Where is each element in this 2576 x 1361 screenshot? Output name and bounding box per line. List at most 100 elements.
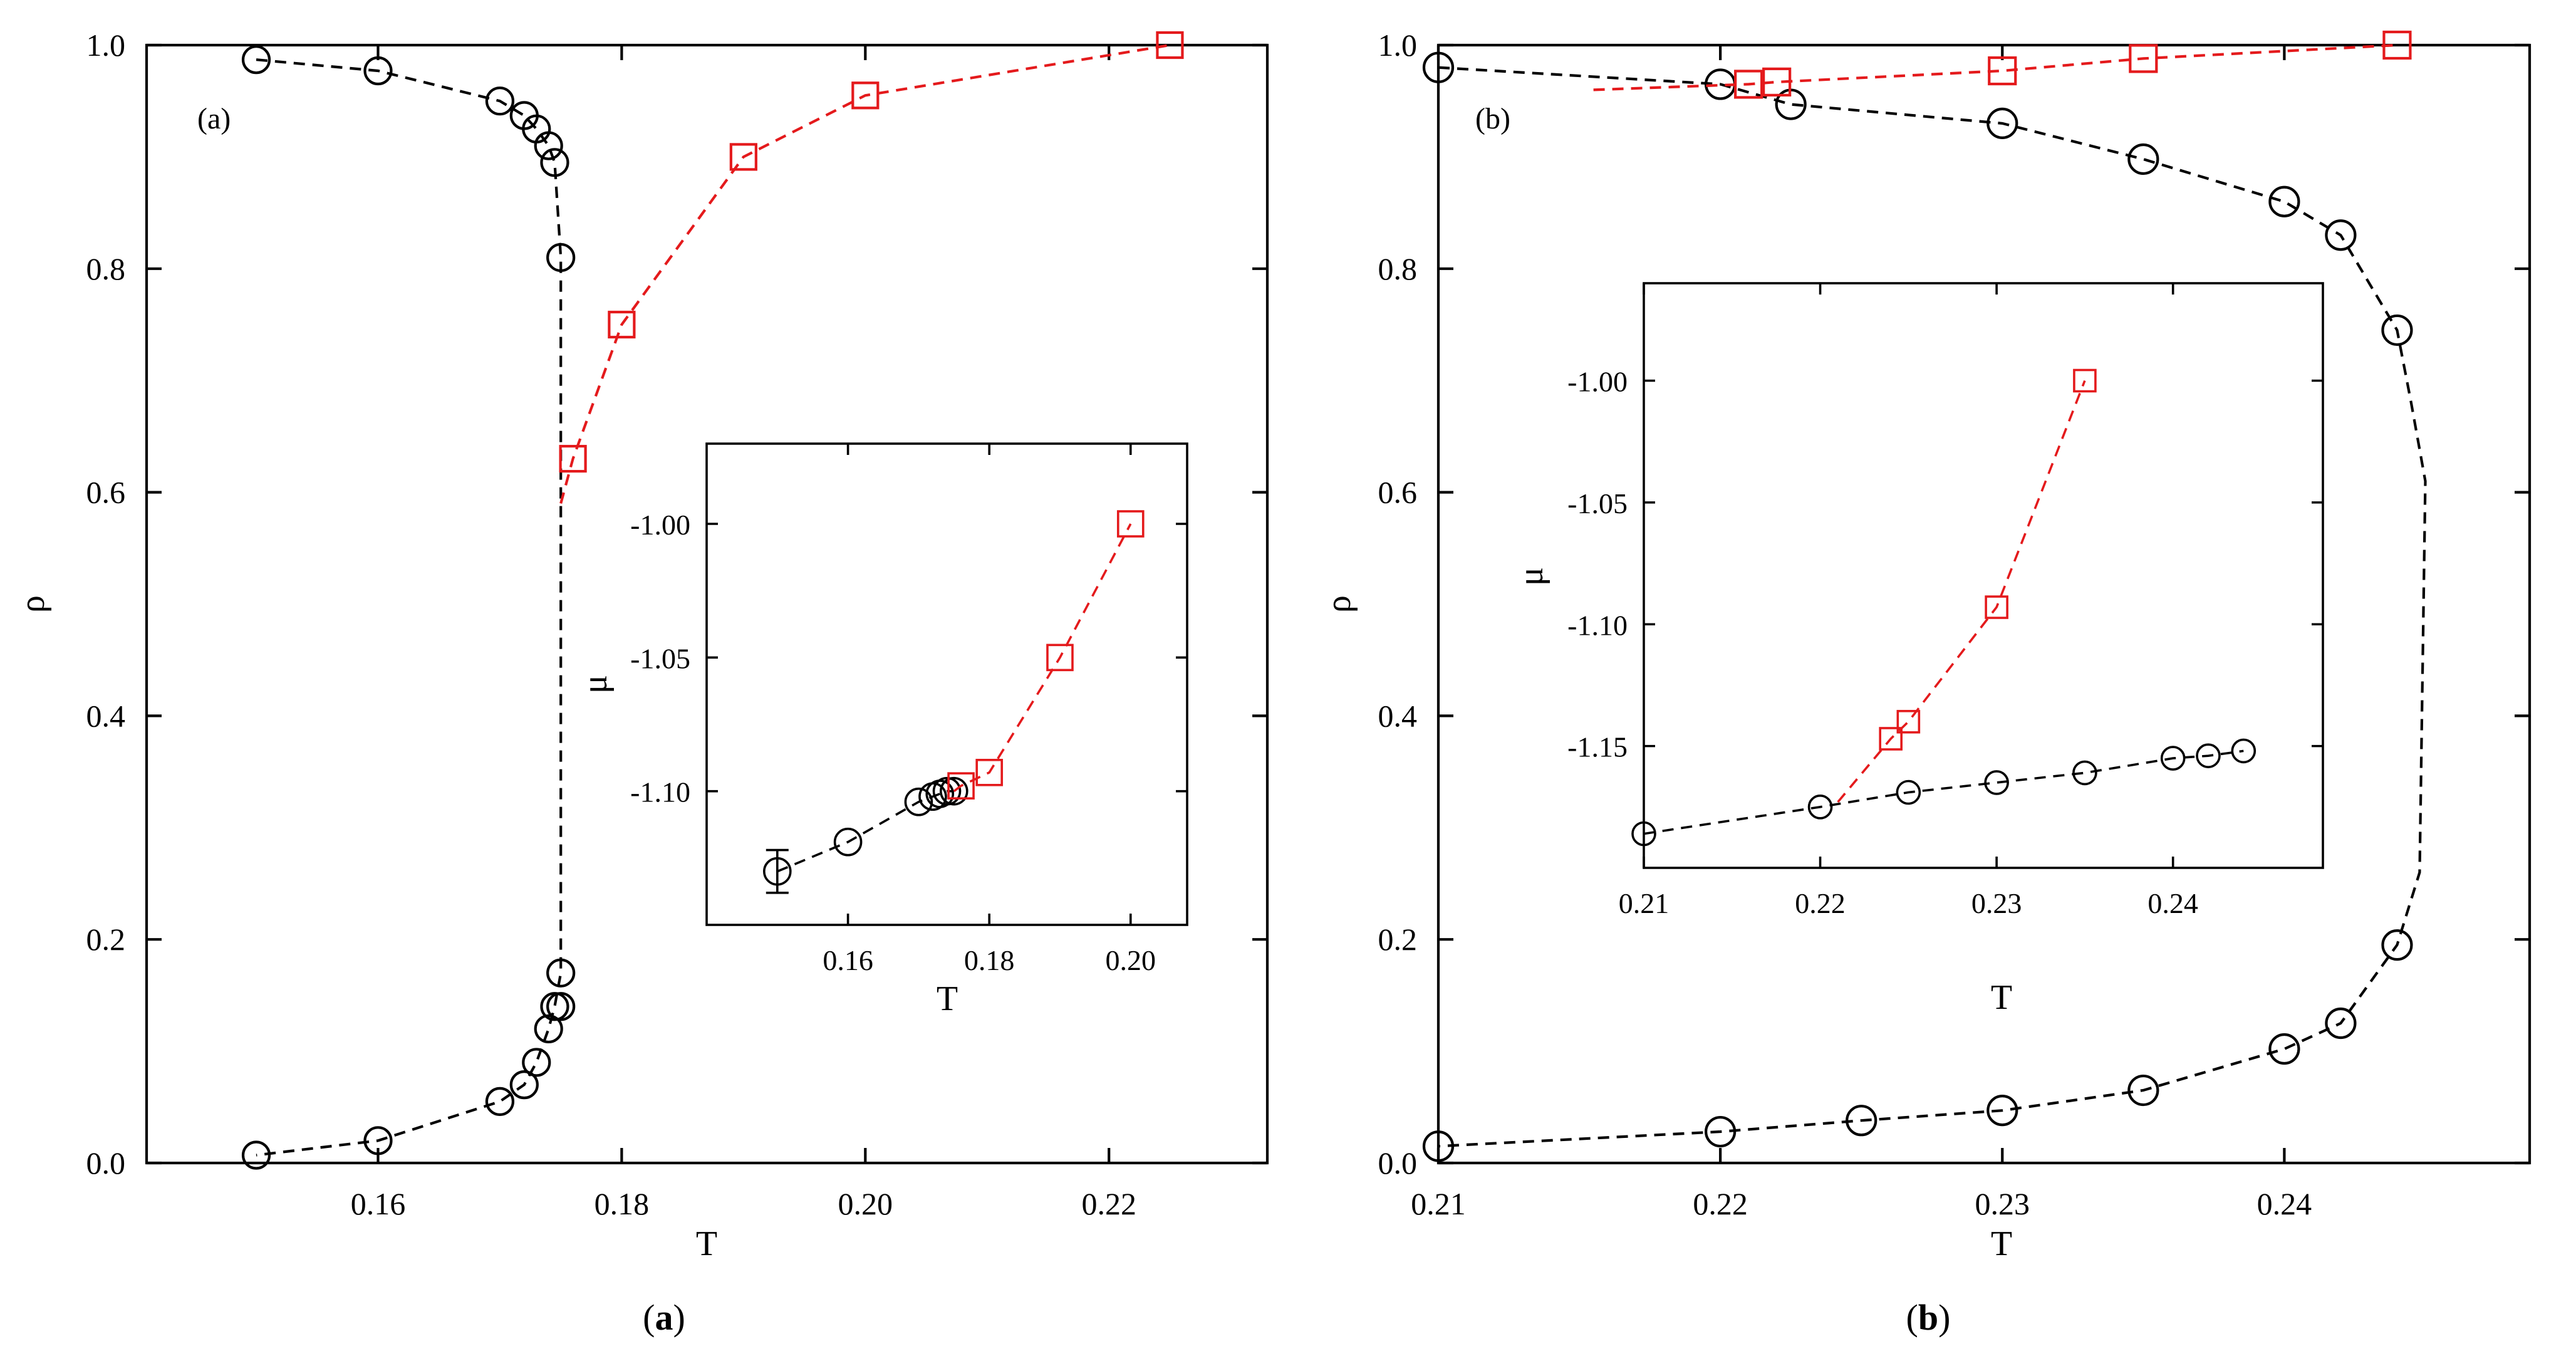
data-point-circle-b-inset [2072,760,2097,786]
y-tick-label-b-main: 0.6 [1378,475,1418,510]
data-point-circle-a-main [485,1087,515,1116]
x-tick-label-b-inset: 0.24 [2148,887,2198,919]
data-point-circle-b-main [1846,1105,1877,1137]
data-point-square-b-main [1734,70,1763,99]
data-point-circle-b-main [1705,1115,1737,1148]
y-axis-label-a-main: ρ [13,595,52,613]
x-tick-label-a-inset: 0.16 [823,944,873,976]
data-point-circle-a-main [509,1070,539,1100]
x-axis-label-a-main: T [696,1224,717,1263]
data-point-circle-b-main [2325,1007,2357,1040]
x-tick-label-a-main: 0.16 [351,1186,406,1221]
data-point-square-a-main [851,81,880,110]
plot-frame-a-inset [705,442,1188,926]
y-tick-label-b-main: 0.4 [1378,698,1418,733]
panel-tag-a-main: (a) [197,102,231,135]
y-axis-label-b-inset: μ [1512,567,1550,586]
data-point-circle-a-main [241,45,271,75]
y-tick-label-a-inset: -1.00 [630,509,690,541]
x-tick-label-a-inset: 0.20 [1106,944,1156,976]
data-point-circle-b-inset [1984,770,2009,795]
caption-a: (a) [643,1297,685,1338]
x-axis-label-b-main: T [1991,1224,2012,1263]
data-point-circle-b-main [2268,185,2300,217]
data-point-square-a-inset [1116,510,1145,538]
caption-b-close: ) [1938,1297,1950,1338]
x-tick-label-b-inset: 0.23 [1971,887,2022,919]
data-point-circle-b-main [2381,929,2413,961]
svg-text:(b): (b) [1906,1297,1951,1338]
data-point-circle-a-inset [939,776,969,806]
data-point-circle-a-main [522,1048,551,1077]
data-point-square-b-inset [1896,709,1921,734]
x-tick-label-b-inset: 0.22 [1795,887,1846,919]
data-point-circle-a-main [546,242,576,273]
series-line-squares-a-inset [953,523,1132,793]
data-point-circle-a-main [363,1126,393,1155]
x-tick-label-a-inset: 0.18 [964,944,1015,976]
data-point-circle-a-main [540,992,569,1021]
data-point-circle-b-main [1987,107,2018,139]
caption-a-letter: a [655,1297,673,1338]
chart-a-inset: 0.16 0.18 0.20 -1.10 -1.05 -1.00 Tμ [576,442,1188,1018]
svg-text:(a): (a) [643,1297,685,1338]
data-point-circle-b-main [2325,219,2357,251]
y-tick-label-a-main: 0.6 [86,475,126,510]
x-tick-label-b-inset: 0.21 [1619,887,1670,919]
charts-layer: 0.16 0.18 0.20 0.22 0.0 0.2 0.4 0.6 0.8 1.0 Tρ (a) 0… [13,28,2532,1263]
data-point-square-b-inset [1879,727,1903,751]
caption-a-open: ( [643,1297,655,1338]
data-point-circle-a-main [546,992,576,1021]
x-axis-label-b-inset: T [1991,978,2012,1017]
y-tick-label-b-inset: -1.05 [1567,488,1628,519]
y-axis-label-b-main: ρ [1319,595,1358,613]
data-point-circle-b-main [1422,51,1455,83]
data-point-square-b-inset [2073,368,2097,393]
caption-b-letter: b [1918,1297,1938,1338]
data-point-square-b-main [2382,30,2412,60]
series-line-squares-a-main [559,43,1170,504]
data-point-square-a-inset [947,772,975,800]
y-tick-label-b-inset: -1.15 [1567,731,1628,763]
data-point-circle-a-main [485,86,515,116]
data-point-circle-b-inset [2231,738,2257,764]
data-point-circle-b-inset [1631,821,1656,847]
y-tick-label-b-main: 0.8 [1378,251,1418,286]
x-tick-label-a-main: 0.18 [595,1186,650,1221]
panel-tag-b-main: (b) [1475,102,1510,135]
y-tick-label-a-main: 0.4 [86,698,126,733]
data-point-circle-a-inset [932,776,962,806]
data-point-circle-b-main [2127,143,2159,175]
y-axis-label-a-inset: μ [576,675,615,694]
x-tick-label-b-main: 0.23 [1975,1186,2030,1221]
series-line-circles-b-inset [1643,749,2244,835]
data-point-square-a-main [608,310,636,339]
data-point-square-a-main [559,444,587,473]
data-point-square-a-inset [1046,644,1074,672]
series-line-circles-b-main [1438,66,2427,1148]
plot-frame-b-inset [1643,282,2324,869]
y-tick-label-a-inset: -1.05 [630,642,690,674]
y-tick-label-b-inset: -1.00 [1567,366,1628,398]
data-point-circle-b-main [2381,314,2413,347]
data-point-circle-a-inset [762,857,792,886]
data-point-circle-b-main [2268,1033,2300,1065]
x-tick-label-a-main: 0.20 [838,1186,893,1221]
data-point-circle-a-main [363,56,393,86]
chart-b-main: 0.21 0.22 0.23 0.24 0.0 0.2 0.4 0.6 0.8 1.0 Tρ (b) [1319,28,2532,1263]
data-point-square-b-main [2129,44,2158,73]
data-point-square-b-main [1762,67,1792,96]
data-point-circle-b-inset [1896,780,1921,805]
y-tick-label-b-main: 0.2 [1378,922,1418,957]
data-point-square-b-inset [1985,595,2008,619]
data-point-circle-a-inset [833,827,863,857]
data-point-circle-a-inset [904,787,933,816]
series-line-circles-a-inset [777,790,954,873]
y-tick-label-a-inset: -1.10 [630,776,690,808]
x-tick-label-b-main: 0.21 [1411,1186,1466,1221]
x-tick-label-b-main: 0.24 [2257,1186,2312,1221]
data-point-circle-a-main [546,958,576,988]
data-point-circle-b-inset [2196,743,2221,768]
data-point-circle-b-main [1422,1130,1455,1162]
